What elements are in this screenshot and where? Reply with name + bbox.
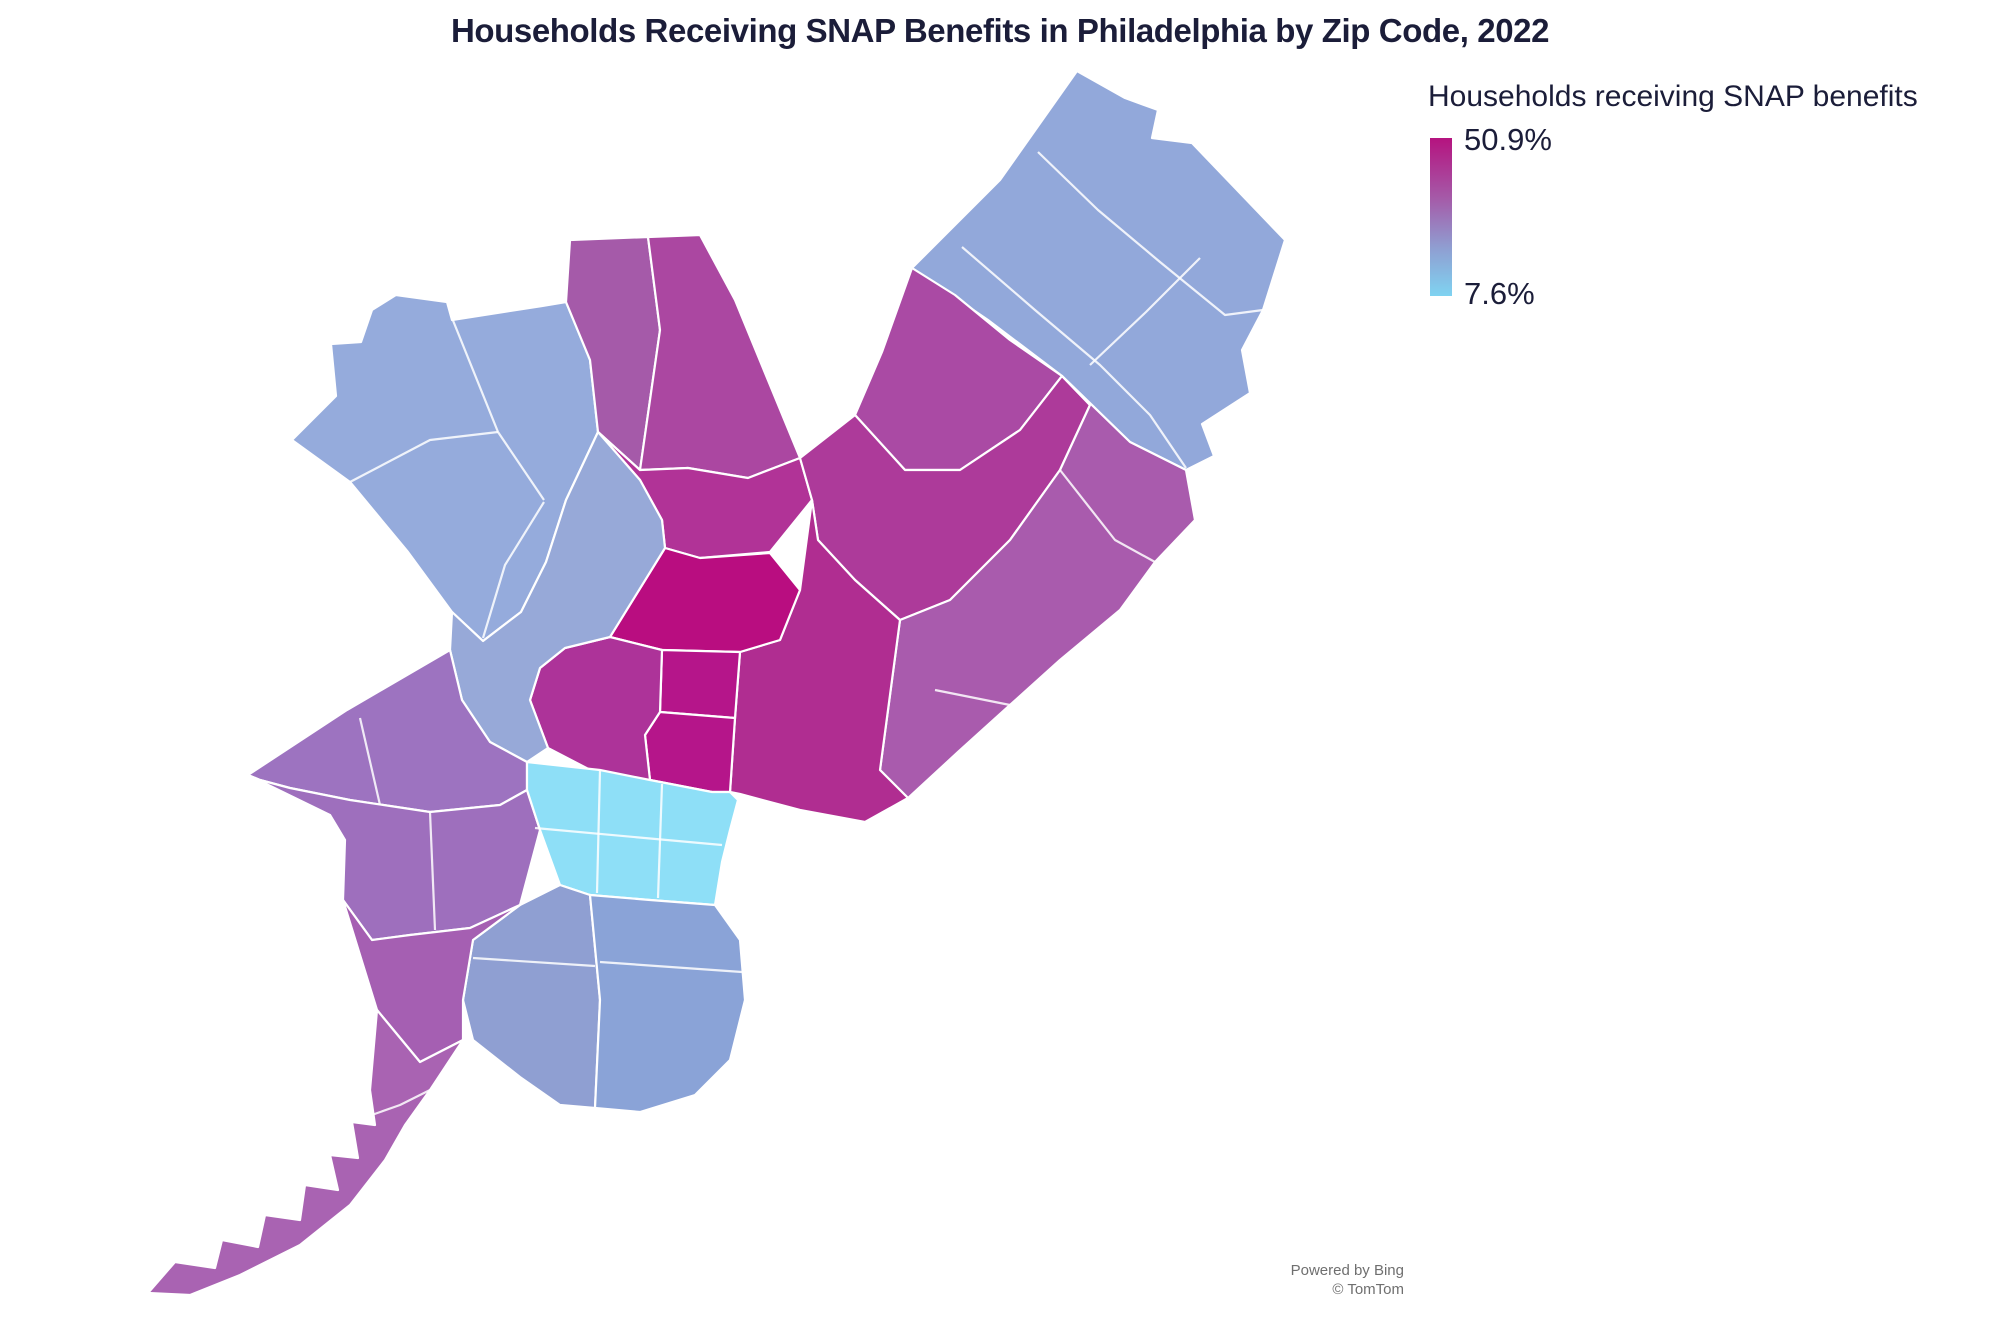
attribution-powered-by: Powered by Bing [1290,1262,1404,1279]
legend-title: Households receiving SNAP benefits [1428,80,1918,113]
region-north-central-lower[interactable] [643,710,737,794]
region-germantown-east[interactable] [638,233,802,480]
legend-gradient-bar [1430,138,1452,296]
zip-boundary-line [358,717,382,806]
zip-boundary-line [428,811,437,931]
region-center-city[interactable] [525,760,740,907]
zip-boundary-line [934,688,1011,707]
zip-boundary-line [349,430,499,483]
region-airport-peninsula[interactable] [146,1008,465,1297]
attribution-copyright: © TomTom [1332,1281,1404,1298]
zip-boundary-line [599,960,743,974]
legend-max-label: 50.9% [1464,122,1552,157]
zip-boundary-line [481,501,545,639]
zip-boundary-line [1089,257,1201,366]
legend: Households receiving SNAP benefits 50.9%… [1428,80,1994,312]
map-attribution: Powered by Bing © TomTom [1152,1261,1404,1299]
zip-boundary-line [472,956,596,968]
page-title: Households Receiving SNAP Benefits in Ph… [450,12,1550,49]
legend-body: 50.9% 7.6% [1430,122,1994,312]
zip-boundary-line [351,1089,431,1124]
region-west-philly-south[interactable] [246,773,542,942]
legend-min-label: 7.6% [1464,276,1535,311]
region-north-central-upper[interactable] [658,648,742,720]
region-south-philly-east[interactable] [588,893,747,1114]
zip-boundary-line [1059,469,1156,563]
zip-boundary-line [534,826,723,847]
zip-boundary-line [595,769,602,894]
region-tacony-riverfront[interactable] [878,374,1197,800]
zip-boundary-line [1037,151,1264,317]
zip-boundary-line [961,246,1187,469]
legend-labels: 50.9% 7.6% [1464,122,1552,312]
zip-boundary-line [656,783,664,899]
